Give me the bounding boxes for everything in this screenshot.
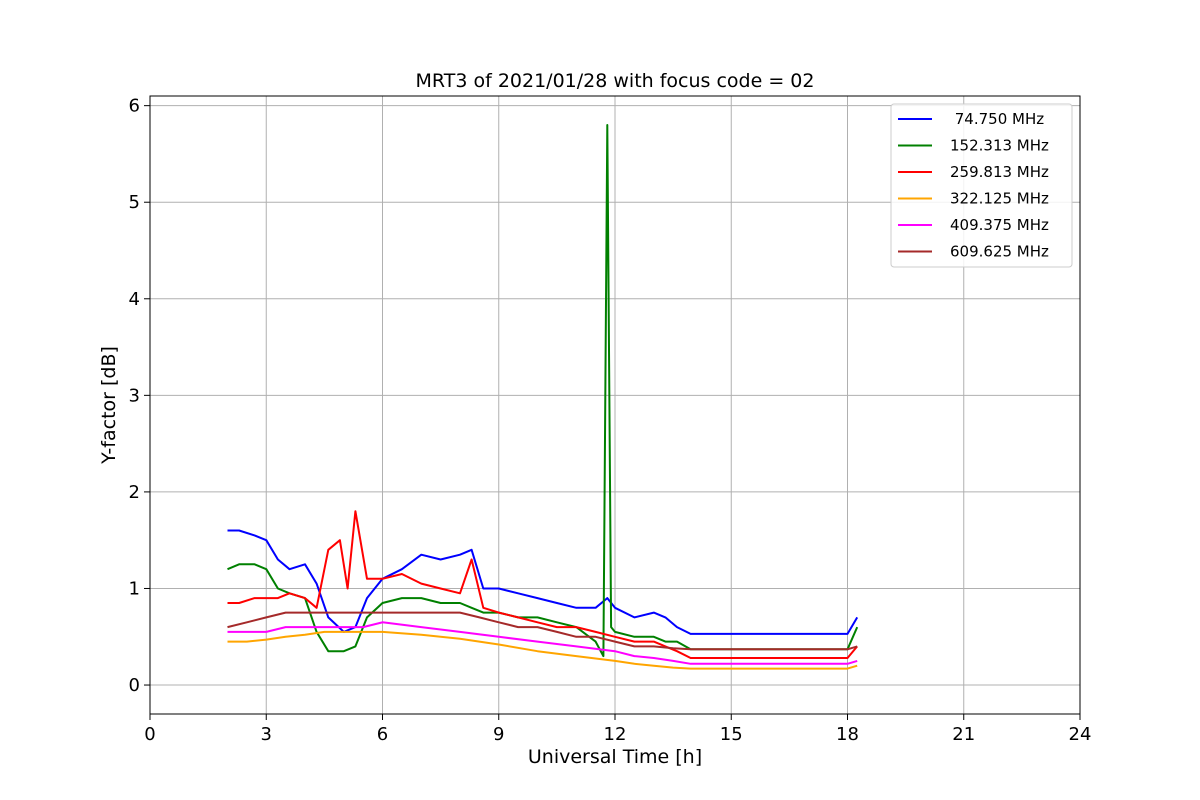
- x-tick-label: 3: [261, 724, 272, 745]
- x-tick-label: 12: [604, 724, 627, 745]
- y-tick-label: 0: [129, 675, 140, 696]
- y-tick-label: 3: [129, 385, 140, 406]
- series-line-3: [227, 630, 858, 670]
- legend-entry-label: 322.125 MHz: [950, 190, 1049, 208]
- series-line-4: [227, 621, 858, 665]
- x-tick-label: 0: [144, 724, 155, 745]
- y-tick-label: 2: [129, 482, 140, 503]
- x-axis-label: Universal Time [h]: [528, 746, 702, 768]
- legend-entry-label: 74.750 MHz: [950, 110, 1044, 128]
- legend-entry-label: 409.375 MHz: [950, 216, 1049, 234]
- legend-entry-label: 609.625 MHz: [950, 243, 1049, 261]
- chart-title: MRT3 of 2021/01/28 with focus code = 02: [416, 70, 815, 92]
- series-line-5: [227, 611, 858, 651]
- x-tick-label: 9: [493, 724, 504, 745]
- y-axis-label: Y-factor [dB]: [98, 346, 120, 465]
- legend-entry-label: 152.313 MHz: [950, 137, 1049, 155]
- x-tick-label: 15: [720, 724, 743, 745]
- y-tick-label: 1: [129, 578, 140, 599]
- y-tick-label: 4: [129, 289, 140, 310]
- series-line-2: [227, 510, 858, 659]
- y-tick-label: 5: [129, 192, 140, 213]
- x-tick-label: 21: [952, 724, 975, 745]
- series-group: [227, 124, 859, 670]
- legend: 74.750 MHz 152.313 MHz 259.813 MHz 322.125 …: [890, 103, 1073, 268]
- x-tick-label: 18: [836, 724, 859, 745]
- x-tick-label: 24: [1069, 724, 1092, 745]
- legend-box: [890, 103, 1073, 268]
- y-tick-label: 6: [129, 96, 140, 117]
- x-tick-label: 6: [377, 724, 388, 745]
- legend-entry-label: 259.813 MHz: [950, 163, 1049, 181]
- series-line-0: [227, 529, 859, 635]
